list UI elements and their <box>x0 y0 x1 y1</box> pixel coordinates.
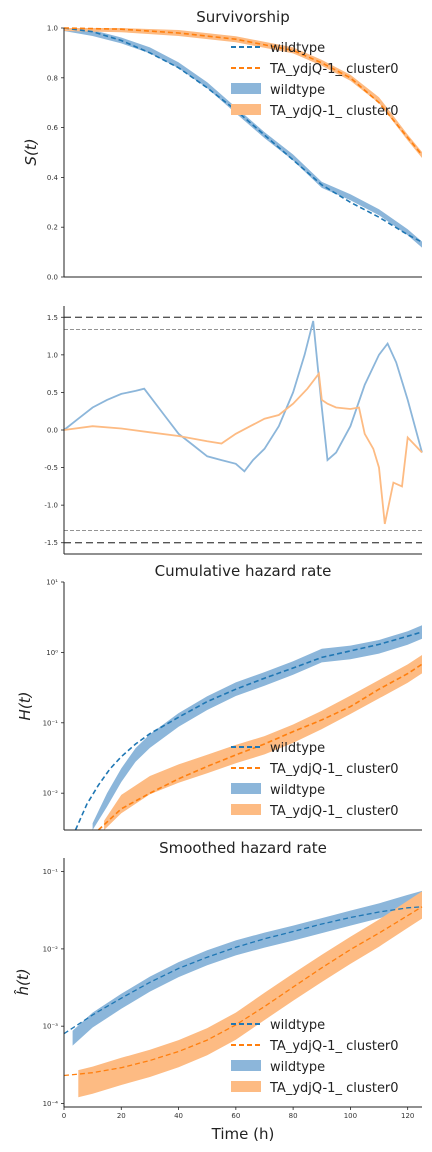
legend-swatch-band <box>231 804 261 815</box>
panel-cumulative-hazard: Cumulative hazard rate H(t) 10⁻² 10⁻¹ 10⁰ 1… <box>16 562 423 831</box>
y-tick-label: 0.2 <box>47 224 58 232</box>
legend-swatch-band <box>231 783 261 794</box>
y-tick-label: -1.0 <box>44 502 58 510</box>
legend-label: wildtype <box>270 741 325 756</box>
ylabel-cumulative-hazard: H(t) <box>16 692 34 721</box>
legend-label: TA_ydjQ-1_ cluster0 <box>269 1039 399 1054</box>
x-tick-label: 120 <box>401 1112 414 1120</box>
legend-label: wildtype <box>270 1060 325 1075</box>
x-tick-label: 0 <box>62 1112 66 1120</box>
x-tick-label: 60 <box>231 1112 240 1120</box>
series-line-1 <box>63 906 423 1077</box>
panel-title-survivorship: Survivorship <box>196 8 289 26</box>
y-tick-label: 1.0 <box>47 351 58 359</box>
panel-title-smoothed-hazard: Smoothed hazard rate <box>159 839 327 857</box>
residual-line-1 <box>63 371 423 525</box>
y-tick-label: -1.5 <box>44 539 58 547</box>
legend-label: wildtype <box>270 1018 325 1033</box>
y-tick-label: 10⁻⁴ <box>43 1100 59 1108</box>
panel-survivorship: Survivorship S(t) 0.0 0.2 0.4 0.6 0.8 1.0 wil… <box>22 8 423 282</box>
y-tick-label: 0.6 <box>47 124 59 132</box>
y-tick-label: 1.5 <box>47 314 58 322</box>
y-tick-label: 0.0 <box>47 427 58 435</box>
y-tick-label: 0.8 <box>47 74 58 82</box>
ylabel-survivorship: S(t) <box>22 138 40 165</box>
y-tick-label: 10⁻³ <box>43 1023 59 1031</box>
legend-label: TA_ydjQ-1_ cluster0 <box>269 762 399 777</box>
ylabel-smoothed-hazard: ĥ(t) <box>13 968 32 995</box>
x-tick-label: 80 <box>289 1112 298 1120</box>
y-tick-label: 10⁻² <box>43 945 59 953</box>
legend-label: TA_ydjQ-1_ cluster0 <box>269 62 399 77</box>
legend-swatch-band <box>231 1081 261 1092</box>
x-tick-label: 20 <box>117 1112 126 1120</box>
residual-line-0 <box>63 320 423 473</box>
y-tick-label: 0.0 <box>47 274 58 282</box>
series-band-0 <box>64 28 422 248</box>
panel-title-cumulative-hazard: Cumulative hazard rate <box>155 562 332 580</box>
series-line-1 <box>97 663 423 831</box>
legend-swatch-band <box>231 83 261 94</box>
series-band-1 <box>78 891 423 1098</box>
series-line-0 <box>63 27 423 243</box>
legend-swatch-band <box>231 104 261 115</box>
panel-residual: -1.5 -1.0 -0.5 0.0 0.5 1.0 1.5 <box>44 306 423 555</box>
y-tick-label: 10⁻¹ <box>43 719 59 727</box>
legend-swatch-band <box>231 1060 261 1071</box>
series-band-0 <box>72 890 422 1046</box>
y-tick-label: 10⁻¹ <box>43 868 59 876</box>
panel-smoothed-hazard: Smoothed hazard rate ĥ(t) 10⁻⁴ 10⁻³ 10⁻² 10… <box>13 839 423 1143</box>
legend-label: wildtype <box>270 41 325 56</box>
y-tick-label: 10⁻² <box>43 790 59 798</box>
x-tick-label: 40 <box>174 1112 183 1120</box>
y-tick-label: 10⁰ <box>46 649 58 657</box>
series-band-1 <box>104 655 422 830</box>
y-tick-label: 10¹ <box>46 579 58 587</box>
y-tick-label: 0.4 <box>47 174 59 182</box>
xlabel-time: Time (h) <box>211 1125 275 1143</box>
x-tick-label: 100 <box>344 1112 357 1120</box>
legend-label: TA_ydjQ-1_ cluster0 <box>269 804 399 819</box>
series-line-0 <box>63 906 423 1035</box>
y-tick-label: 1.0 <box>47 25 58 33</box>
legend-label: wildtype <box>270 83 325 98</box>
y-tick-label: -0.5 <box>44 464 58 472</box>
legend-label: wildtype <box>270 783 325 798</box>
legend-label: TA_ydjQ-1_ cluster0 <box>269 1081 399 1096</box>
series-line-1 <box>63 27 423 156</box>
y-tick-label: 0.5 <box>47 389 58 397</box>
legend-label: TA_ydjQ-1_ cluster0 <box>269 104 399 119</box>
series-band-0 <box>92 625 422 830</box>
